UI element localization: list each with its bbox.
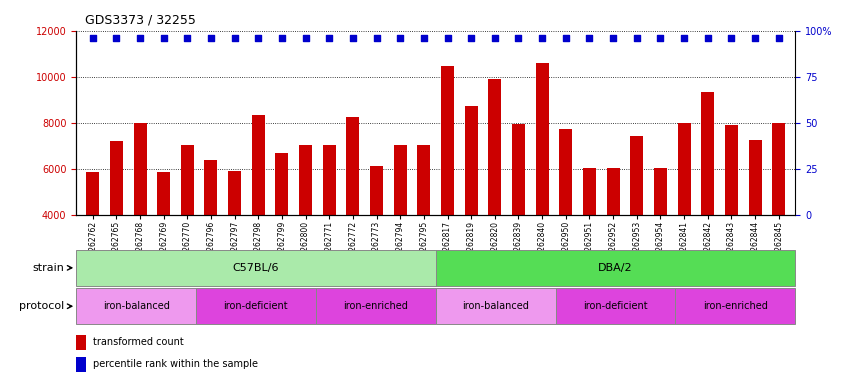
Text: C57BL/6: C57BL/6 (233, 263, 279, 273)
Bar (276, 153, 288, 307)
Bar (76, 250, 436, 286)
Point (559, 35, 573, 41)
Bar (370, 166, 383, 307)
Bar (86, 172, 99, 307)
Bar (583, 168, 596, 307)
Point (701, 35, 715, 41)
Bar (228, 171, 241, 307)
Text: iron-balanced: iron-balanced (462, 301, 529, 311)
Bar (393, 145, 407, 307)
Bar (346, 117, 360, 307)
Point (725, 35, 739, 41)
Text: strain: strain (32, 263, 72, 273)
Bar (322, 145, 336, 307)
Bar (607, 168, 619, 307)
Bar (512, 124, 525, 307)
Bar (316, 288, 436, 324)
Point (464, 35, 478, 41)
Bar (559, 129, 572, 307)
Bar (488, 79, 502, 307)
Text: iron-balanced: iron-balanced (102, 301, 169, 311)
Point (536, 35, 549, 41)
Point (512, 35, 525, 41)
Point (748, 35, 761, 41)
Bar (436, 250, 795, 286)
Point (583, 35, 596, 41)
Point (110, 35, 124, 41)
Text: protocol: protocol (19, 301, 72, 311)
Bar (654, 168, 667, 307)
Bar (299, 145, 312, 307)
Bar (252, 115, 265, 307)
Bar (441, 66, 454, 307)
Point (251, 35, 265, 41)
Bar (205, 160, 217, 307)
Text: DBA/2: DBA/2 (598, 263, 633, 273)
Text: iron-deficient: iron-deficient (223, 301, 288, 311)
Bar (417, 145, 431, 307)
Text: transformed count: transformed count (93, 337, 184, 347)
Bar (134, 123, 146, 307)
Bar (436, 288, 556, 324)
Text: GDS3373 / 32255: GDS3373 / 32255 (85, 14, 195, 27)
Point (630, 35, 644, 41)
Point (346, 35, 360, 41)
Point (607, 35, 620, 41)
Bar (157, 172, 170, 307)
Point (133, 35, 146, 41)
Point (772, 35, 785, 41)
Bar (110, 141, 123, 307)
Point (275, 35, 288, 41)
Bar (196, 288, 316, 324)
Bar (701, 92, 714, 307)
Bar (556, 288, 675, 324)
Bar (630, 136, 643, 307)
Point (678, 35, 691, 41)
Bar (76, 335, 85, 349)
Point (393, 35, 407, 41)
Bar (76, 288, 196, 324)
Text: iron-deficient: iron-deficient (583, 301, 648, 311)
Bar (76, 357, 85, 372)
Point (157, 35, 170, 41)
Point (488, 35, 502, 41)
Text: iron-enriched: iron-enriched (343, 301, 409, 311)
Point (299, 35, 312, 41)
Bar (464, 106, 478, 307)
Point (228, 35, 241, 41)
Point (180, 35, 194, 41)
Bar (725, 125, 738, 307)
Bar (675, 288, 795, 324)
Point (417, 35, 431, 41)
Bar (678, 123, 690, 307)
Point (441, 35, 454, 41)
Point (204, 35, 217, 41)
Bar (749, 140, 761, 307)
Point (322, 35, 336, 41)
Bar (536, 63, 549, 307)
Text: iron-enriched: iron-enriched (703, 301, 768, 311)
Point (654, 35, 667, 41)
Point (370, 35, 383, 41)
Point (86, 35, 100, 41)
Bar (772, 123, 785, 307)
Bar (181, 145, 194, 307)
Text: percentile rank within the sample: percentile rank within the sample (93, 359, 258, 369)
